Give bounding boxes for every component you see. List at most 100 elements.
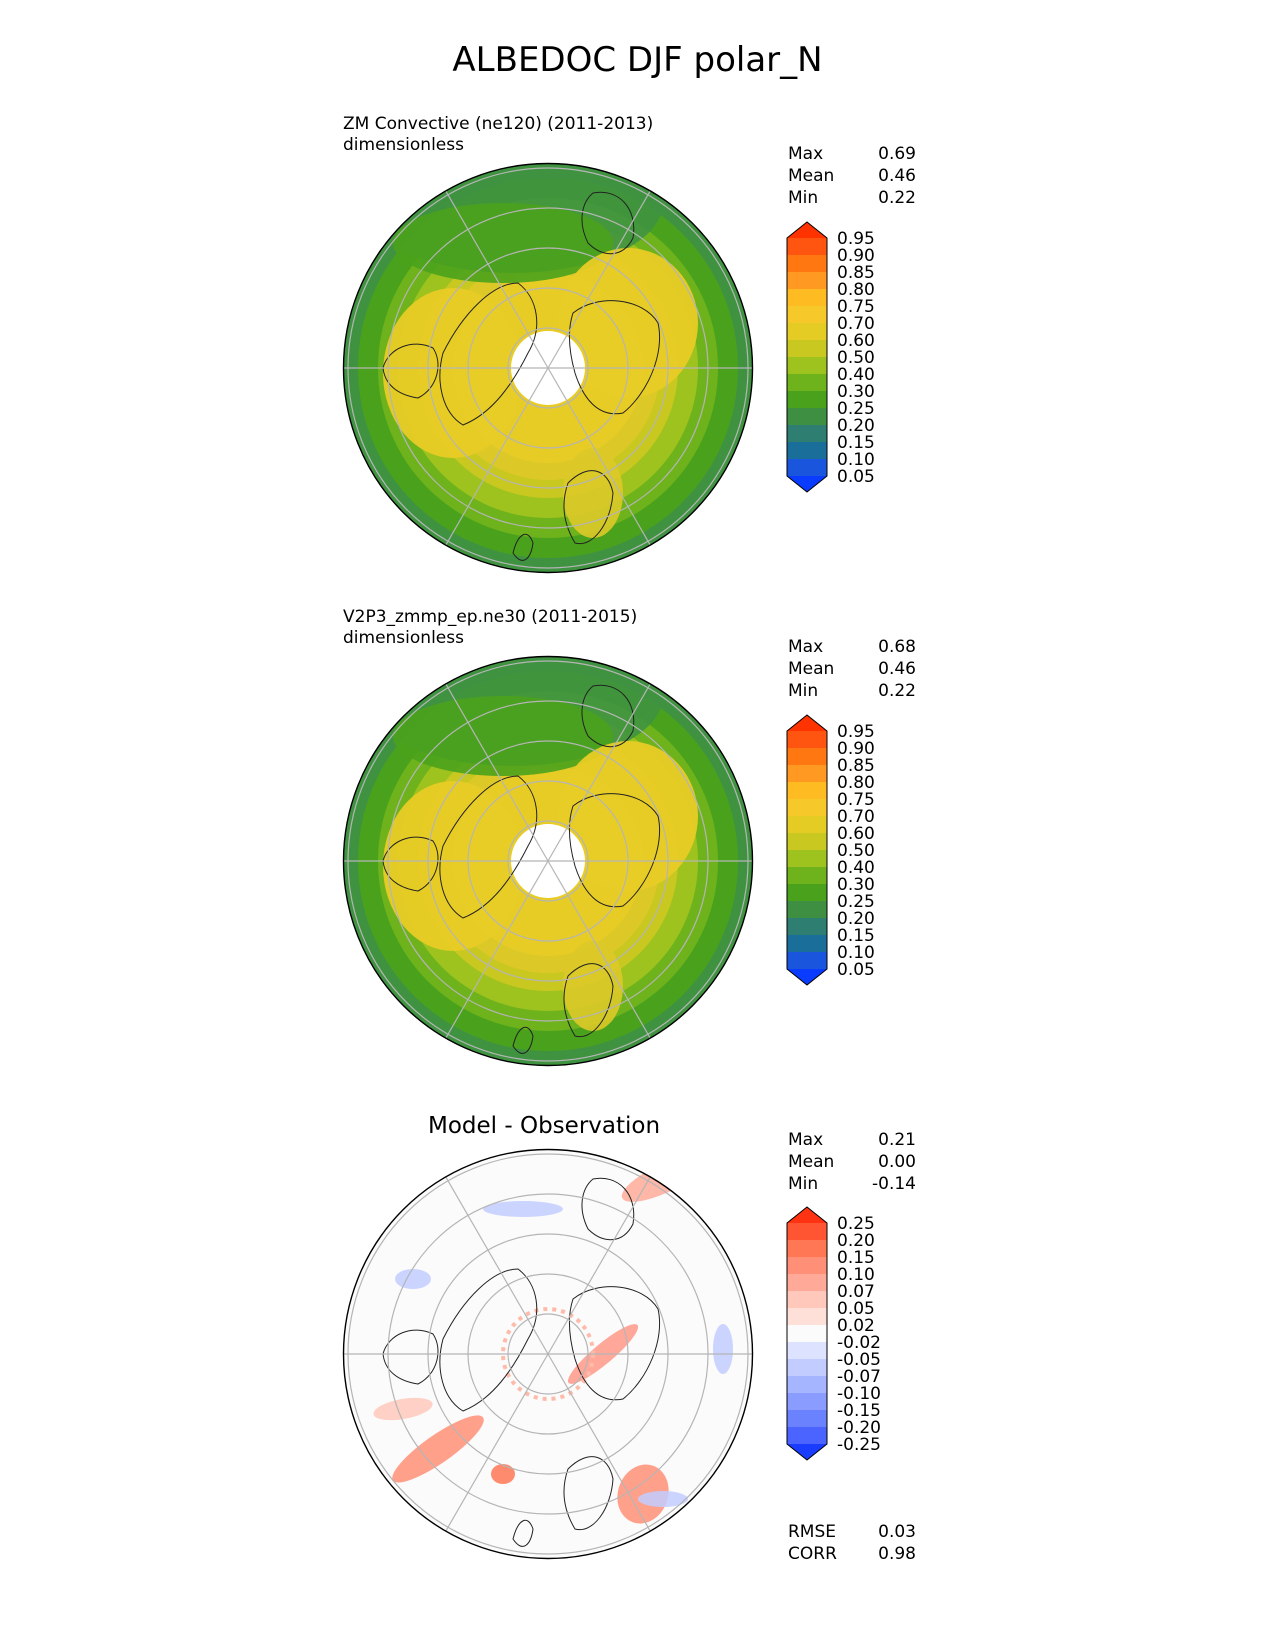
coastline bbox=[569, 793, 661, 908]
meridian-line bbox=[547, 1353, 652, 1532]
colorbar-band bbox=[787, 816, 827, 834]
colorbar-tick-label: 0.75 bbox=[837, 297, 875, 317]
colorbar-tick-label: 0.10 bbox=[837, 1265, 875, 1285]
colorbar-tick-label: 0.10 bbox=[837, 943, 875, 963]
positive-difference-region bbox=[373, 1397, 433, 1421]
positive-difference-region bbox=[617, 1464, 669, 1524]
colorbar-band bbox=[787, 867, 827, 885]
stat-max: Max 0.69 bbox=[788, 144, 916, 164]
meridian-line bbox=[444, 190, 549, 369]
colorbar-tick-label: -0.10 bbox=[837, 1384, 881, 1404]
colorbar-tick-label: 0.60 bbox=[837, 331, 875, 351]
colorbar-band bbox=[787, 391, 827, 409]
colorbar-tick-label: 0.15 bbox=[837, 433, 875, 453]
colorbar-band bbox=[787, 765, 827, 783]
colorbar-tick-label: 0.15 bbox=[837, 926, 875, 946]
colorbar-tick-label: 0.30 bbox=[837, 382, 875, 402]
colorbar-tick-label: 0.25 bbox=[837, 399, 875, 419]
colorbar-extend-bottom bbox=[787, 1444, 827, 1460]
colorbar-tick-label: 0.40 bbox=[837, 365, 875, 385]
colorbar-band bbox=[787, 340, 827, 358]
colorbar-tick-label: -0.25 bbox=[837, 1435, 881, 1455]
coastline bbox=[581, 1177, 635, 1241]
colorbar-band bbox=[787, 1410, 827, 1428]
colorbar-tick-label: -0.20 bbox=[837, 1418, 881, 1438]
panel1-title: ZM Convective (ne120) (2011-2013) bbox=[343, 114, 654, 134]
colorbar-extend-top bbox=[787, 222, 827, 238]
negative-difference-region bbox=[395, 1269, 431, 1289]
coastline bbox=[563, 1456, 614, 1531]
panel3-difference-map bbox=[342, 1148, 754, 1560]
colorbar-tick-label: 0.07 bbox=[837, 1282, 875, 1302]
meridian-line bbox=[444, 367, 549, 546]
colorbar-tick-label: -0.02 bbox=[837, 1333, 881, 1353]
colorbar-tick-label: 0.95 bbox=[837, 229, 875, 249]
colorbar-outline bbox=[786, 221, 828, 493]
colorbar-tick-label: 0.85 bbox=[837, 756, 875, 776]
colorbar-extend-bottom bbox=[787, 969, 827, 985]
colorbar-band bbox=[787, 289, 827, 307]
meridian-line bbox=[444, 1176, 549, 1355]
coastline bbox=[569, 1286, 661, 1401]
colorbar-tick-label: 0.75 bbox=[837, 790, 875, 810]
colorbar-tick-label: 0.90 bbox=[837, 246, 875, 266]
colorbar-band bbox=[787, 1223, 827, 1241]
negative-difference-region bbox=[483, 1201, 563, 1217]
albedo-high-region bbox=[558, 248, 698, 398]
colorbar-band bbox=[787, 238, 827, 256]
negative-difference-region bbox=[713, 1324, 733, 1374]
colorbar-band bbox=[787, 442, 827, 460]
albedo-low-region bbox=[393, 696, 613, 776]
meridian-line bbox=[444, 860, 549, 1039]
colorbar-band bbox=[787, 408, 827, 426]
colorbar-tick-label: 0.50 bbox=[837, 348, 875, 368]
colorbar-tick-label: 0.95 bbox=[837, 722, 875, 742]
colorbar-band bbox=[787, 459, 827, 477]
stat-mean: Mean 0.00 bbox=[788, 1152, 916, 1172]
panel2-title: V2P3_zmmp_ep.ne30 (2011-2015) bbox=[343, 607, 638, 627]
albedo-high-region bbox=[383, 781, 523, 951]
map-field bbox=[343, 1149, 753, 1559]
meridian-line bbox=[444, 1353, 549, 1532]
coastline bbox=[563, 963, 614, 1038]
stat-mean: Mean 0.46 bbox=[788, 659, 916, 679]
colorbar-band bbox=[787, 1257, 827, 1275]
figure-title: ALBEDOC DJF polar_N bbox=[452, 40, 823, 80]
colorbar-band bbox=[787, 833, 827, 851]
colorbar-tick-label: 0.70 bbox=[837, 807, 875, 827]
stat-min: Min 0.22 bbox=[788, 681, 916, 701]
colorbar-band bbox=[787, 901, 827, 919]
meridian-line bbox=[444, 683, 549, 862]
colorbar-tick-label: 0.80 bbox=[837, 773, 875, 793]
colorbar-band bbox=[787, 1427, 827, 1445]
map-field bbox=[343, 656, 753, 1066]
colorbar-band bbox=[787, 1376, 827, 1394]
albedo-high-region bbox=[563, 448, 623, 538]
colorbar-outline bbox=[786, 714, 828, 986]
coastline bbox=[382, 1329, 439, 1385]
metric-corr: CORR 0.98 bbox=[788, 1544, 916, 1564]
colorbar-outline bbox=[786, 1206, 828, 1461]
stat-mean: Mean 0.46 bbox=[788, 166, 916, 186]
map-boundary bbox=[342, 162, 754, 574]
colorbar-tick-label: 0.05 bbox=[837, 1299, 875, 1319]
colorbar-band bbox=[787, 1274, 827, 1292]
albedo-high-region bbox=[563, 941, 623, 1031]
colorbar-tick-label: 0.25 bbox=[837, 1214, 875, 1234]
panel3-title: Model - Observation bbox=[428, 1113, 661, 1139]
colorbar-band bbox=[787, 1342, 827, 1360]
colorbar-tick-label: 0.90 bbox=[837, 739, 875, 759]
colorbar-tick-label: -0.05 bbox=[837, 1350, 881, 1370]
coastline bbox=[512, 1519, 534, 1547]
coastline bbox=[581, 684, 635, 748]
colorbar-band bbox=[787, 1359, 827, 1377]
coastline bbox=[439, 775, 538, 919]
meridian-line bbox=[547, 860, 652, 1039]
positive-difference-region bbox=[491, 1464, 515, 1484]
coastline bbox=[439, 1268, 538, 1412]
colorbar-band bbox=[787, 374, 827, 392]
colorbar-extend-top bbox=[787, 715, 827, 731]
colorbar-band bbox=[787, 1240, 827, 1258]
coastline bbox=[581, 191, 635, 255]
coastline bbox=[382, 836, 439, 892]
